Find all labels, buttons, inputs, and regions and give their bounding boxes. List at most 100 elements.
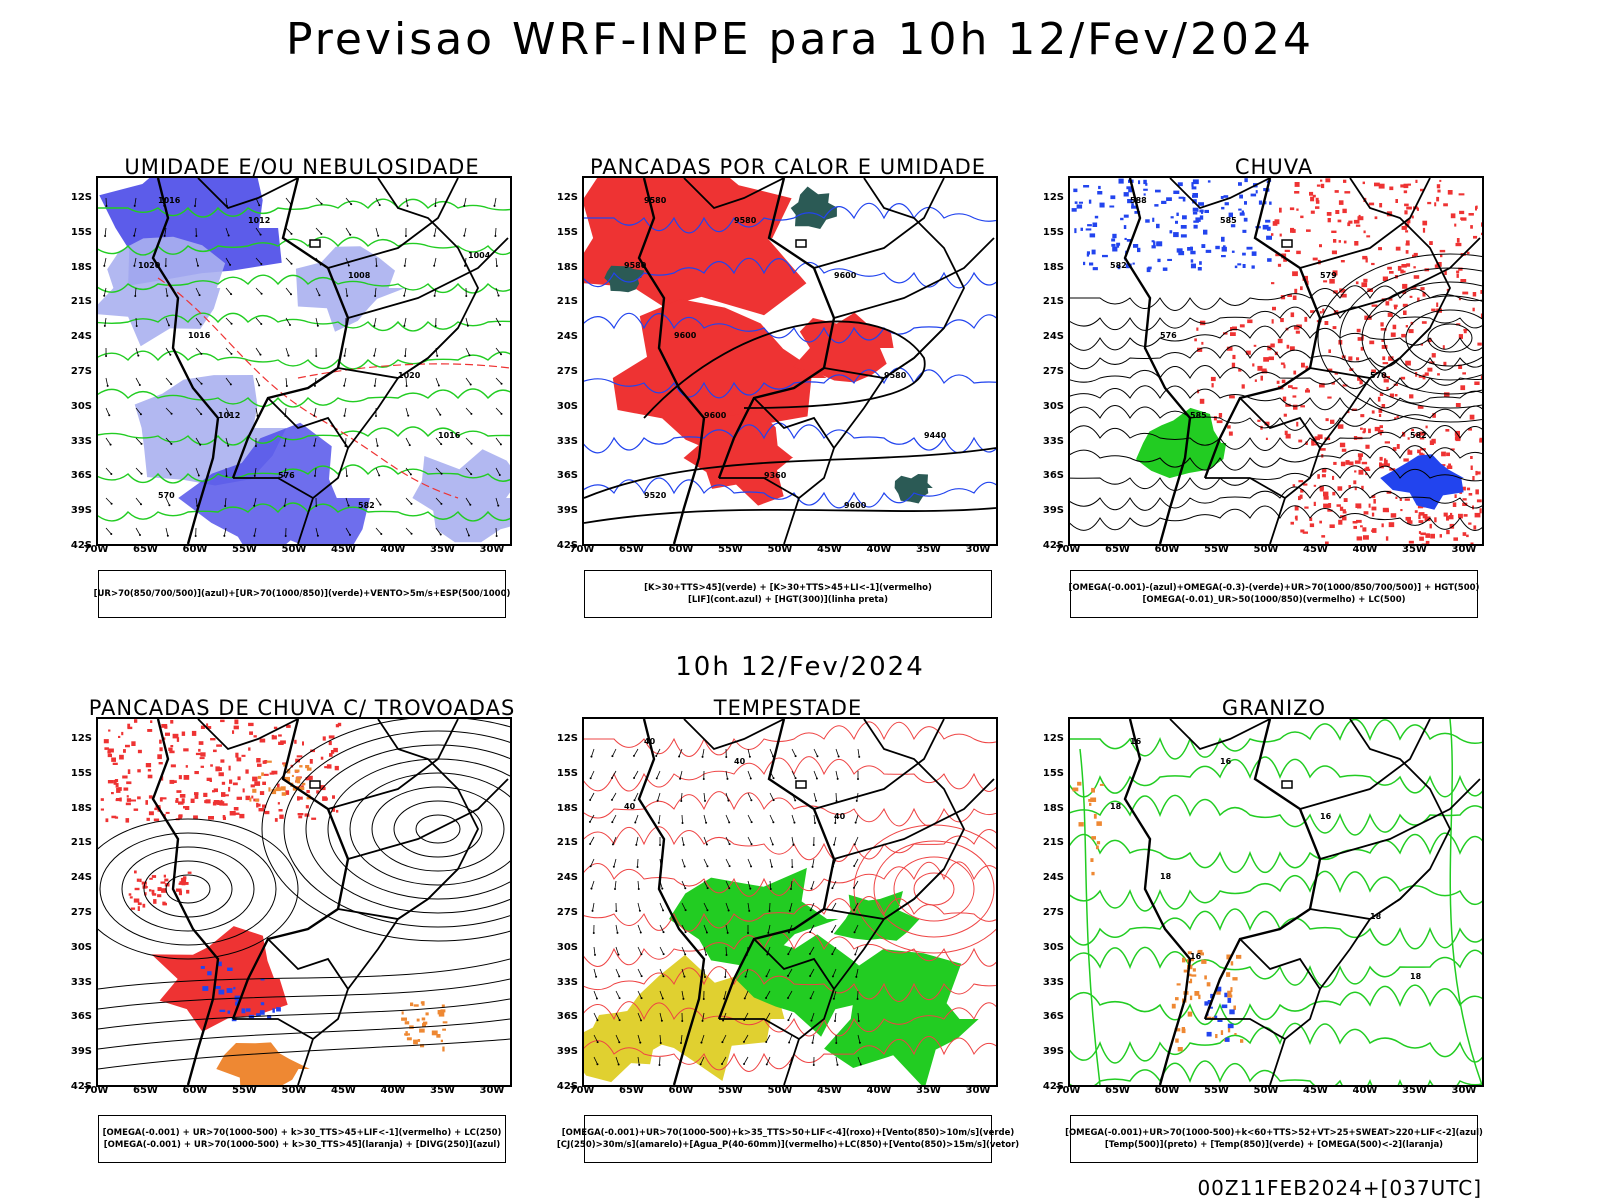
rain-red-cell [1333,290,1338,294]
wind-vector-head [408,444,411,447]
wind-vector-850-head [700,1041,703,1044]
thunder-red-cell [334,765,339,771]
thunder-red-cell [223,794,229,797]
wind-vector [135,317,138,327]
wind-vector-head [469,503,472,506]
rain-red-cell [1363,278,1368,283]
thickness-contour [157,277,459,499]
contour-value-label: 16 [1320,812,1332,821]
lon-label: 50W [1253,1085,1279,1096]
wind-vector-head [260,323,263,326]
wind-vector [495,287,499,296]
rain-red-cell [1323,491,1329,497]
wind-vector [225,347,232,355]
thunder-red-cell [170,745,174,748]
wind-vector-850-head [706,909,709,912]
wind-vector-850 [611,814,617,823]
wind-vector [375,437,378,446]
omega-blue-cell [1224,202,1229,206]
rain-red-cell [1310,196,1315,202]
wind-vector-850 [702,1012,705,1021]
rain-red-cell [1299,494,1303,499]
omega-blue-cell [1207,180,1211,183]
thunder-red-cell [170,764,176,768]
thunder-red-cell [279,814,284,819]
wind-vector-850 [854,924,859,933]
temp850-contour [1070,946,1482,988]
rain-red-cell [1445,429,1450,432]
hgt500-closed-contour [1361,281,1482,395]
wind-vector [134,257,137,266]
rain-red-cell [1361,282,1368,288]
omega-blue-cell [1187,247,1193,251]
hgt300-contour [643,320,926,419]
wind-vector-850 [747,858,752,867]
lon-label: 55W [718,544,743,555]
wind-vector-head [199,323,202,326]
wind-vector-850-head [610,798,613,801]
wind-vector-head [106,384,109,387]
omega-blue-cell [1190,250,1196,255]
rain-red-cell [1429,440,1434,445]
lon-label: 45W [331,1085,356,1096]
wind-vector-850 [592,902,595,911]
wind-vector-850-head [632,754,635,757]
lon-label: 65W [619,544,644,555]
rain-red-cell [1340,260,1345,263]
lon-label: 50W [767,1085,793,1096]
rain-red-cell [1392,324,1397,330]
wind-vector [285,227,292,235]
wind-vector-850-head [683,975,686,978]
wind-vector-head [494,234,497,237]
humidity-light-area [412,449,510,543]
rain-red-cell [1421,543,1428,544]
thunder-orange-cell [420,1001,425,1004]
humidity-1000-850-contour [98,350,510,370]
humidity-1000-850-contour [98,198,510,218]
omega-blue-cell [1086,253,1090,257]
rain-red-cell [1385,536,1389,541]
thunder-orange-cell [282,777,288,780]
wind-vector-850-head [612,865,615,868]
lat-label: 36S [70,1011,92,1023]
rain-red-cell [1283,258,1287,262]
thunder-red-cell [136,878,140,882]
divergence-blue-cell [235,1001,240,1006]
rain-red-cell [1405,360,1411,366]
rain-red-cell [1348,220,1353,224]
omega-blue-cell [1151,240,1155,243]
rain-red-cell [1298,480,1304,483]
rain-red-cell [1461,217,1467,221]
wind-vector [465,497,471,505]
wind-vector [375,257,377,267]
rain-red-cell [1362,181,1365,185]
wind-vector-850-head [662,953,665,956]
wind-vector [495,317,501,326]
rain-red-cell [1418,514,1421,520]
wind-vector-head [227,234,230,237]
rain-red-cell [1379,425,1383,429]
rain-red-cell [1463,329,1467,334]
map-tempestade: 40 40 40 40 [582,717,998,1087]
omega500-orange-cell [1220,1030,1224,1035]
rain-red-cell [1378,408,1383,413]
omega-blue-cell [1193,224,1198,229]
wind-vector-head [140,472,143,475]
wind-vector-850 [637,902,641,911]
rain-red-cell [1342,384,1348,387]
political-border [1239,938,1321,1085]
rain-red-cell [1284,430,1288,435]
rain-red-cell [1312,257,1318,261]
thunder-red-cell [256,802,259,808]
omega-blue-cell [1262,224,1269,230]
wind-vector-head [347,264,350,267]
wind-vector-850-head [858,755,861,758]
rain-red-cell [1444,392,1450,397]
wind-vector-head [320,202,323,205]
rain-red-cell [1381,404,1386,408]
thunder-red-cell [229,779,233,784]
rain-red-cell [1430,533,1435,539]
rain-red-cell [1332,475,1335,480]
wind-vector-850-head [661,997,664,1000]
omega-blue-cell [1110,195,1116,200]
